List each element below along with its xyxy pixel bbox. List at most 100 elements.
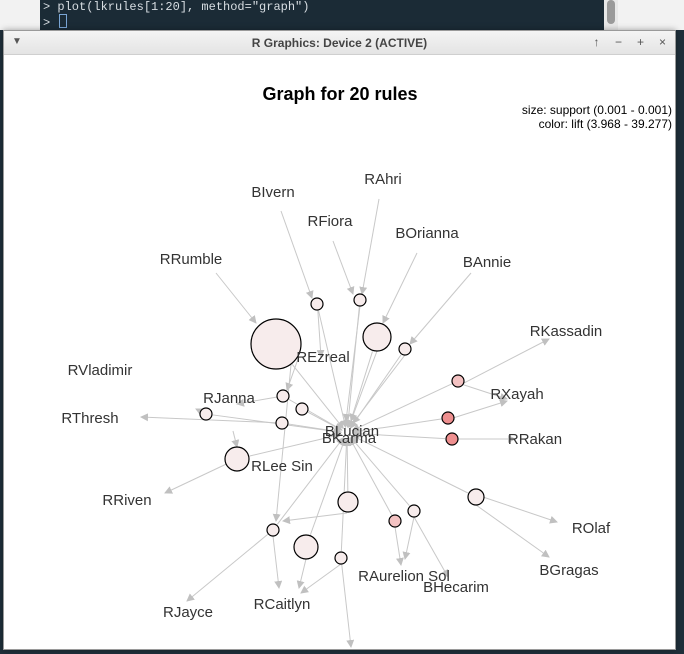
edge-to-hub (347, 351, 374, 429)
edge-to-hub (249, 432, 343, 457)
minimize-button[interactable]: − (614, 35, 622, 49)
edge-to-hub (343, 437, 352, 492)
raise-button[interactable]: ↑ (593, 35, 600, 49)
rule-edge (272, 535, 283, 589)
item-label: REzreal (296, 349, 349, 366)
rules-graph: Graph for 20 rules size: support (0.001 … (61, 84, 672, 648)
rule-node (199, 407, 213, 421)
rule-node (334, 551, 348, 565)
window-title: R Graphics: Device 2 (ACTIVE) (251, 36, 428, 50)
plot-area: Graph for 20 rules size: support (0.001 … (5, 55, 675, 649)
item-label: BAnnie (463, 254, 511, 271)
rule-edge (340, 557, 355, 648)
rule-node (337, 491, 359, 513)
rule-edge (296, 558, 307, 589)
rule-node (275, 416, 289, 430)
edge-to-hub (318, 310, 348, 429)
rule-node (266, 523, 280, 537)
legend-size: size: support (0.001 - 0.001) (522, 103, 672, 117)
rule-edge (352, 354, 406, 424)
rule-edge (413, 516, 449, 578)
rule-edge (342, 305, 361, 422)
rule-node (310, 297, 324, 311)
edge-to-hub (351, 383, 452, 432)
rule-edge (140, 413, 283, 424)
rule-edge (272, 364, 292, 522)
edge-to-hub (351, 435, 469, 494)
rule-edge (282, 512, 348, 525)
rule-edge (382, 252, 418, 324)
rule-edge (482, 496, 558, 524)
rule-edge (215, 272, 257, 324)
console-command-line: > plot(lkrules[1:20], method="graph") (43, 0, 310, 14)
edge-to-hub (351, 418, 442, 436)
console-scrollbar[interactable] (604, 0, 618, 30)
item-label: RXayah (490, 386, 543, 403)
edges-layer (140, 198, 558, 648)
console-prompt: > (43, 16, 58, 30)
window-menu-icon[interactable]: ▼ (12, 36, 22, 47)
rule-node (388, 514, 402, 528)
rule-edge (231, 430, 240, 448)
rule-node (451, 374, 465, 388)
edge-to-hub (350, 436, 410, 507)
close-button[interactable]: × (658, 35, 666, 49)
item-label: RJanna (203, 390, 255, 407)
console-left-gutter (0, 0, 40, 30)
item-label: ROlaf (572, 520, 611, 537)
center-item-label: BLucian (325, 423, 379, 440)
console-right-gutter (618, 0, 684, 30)
rule-node (398, 342, 412, 356)
scrollbar-thumb[interactable] (607, 0, 615, 24)
maximize-button[interactable]: + (636, 35, 644, 49)
rule-edge (452, 399, 508, 419)
rule-edge (394, 526, 404, 566)
edge-to-hub (309, 437, 347, 535)
rule-edge (186, 529, 274, 602)
item-label: RRiven (102, 492, 151, 509)
item-label: BGragas (539, 562, 598, 579)
rule-edge (402, 516, 415, 560)
legend-color: color: lift (3.968 - 39.277) (539, 117, 672, 131)
rule-node (276, 389, 290, 403)
item-label: BOrianna (395, 225, 459, 242)
edge-to-hub (276, 436, 344, 525)
edge-to-hub (351, 429, 446, 440)
item-label: RFiora (307, 213, 353, 230)
rule-node (467, 488, 485, 506)
item-label: RCaitlyn (254, 596, 311, 613)
item-label: RThresh (61, 410, 118, 427)
rule-node (224, 446, 250, 472)
item-label: RJayce (163, 604, 213, 621)
rule-edge (332, 240, 355, 295)
center-item-label: BKarma (322, 430, 377, 447)
rule-edge (236, 395, 284, 407)
window-titlebar[interactable]: ▼ R Graphics: Device 2 (ACTIVE) ↑ − + × (4, 31, 675, 55)
rule-edge (164, 458, 238, 494)
item-label: RKassadin (530, 323, 603, 340)
rule-node (445, 432, 459, 446)
item-label: RRumble (160, 251, 223, 268)
item-label: BHecarim (423, 579, 489, 596)
item-label: RVladimir (68, 362, 133, 379)
r-console: > plot(lkrules[1:20], method="graph") > (0, 0, 684, 30)
rule-edge (300, 563, 342, 594)
edge-to-hub (349, 437, 393, 516)
rule-node (407, 504, 421, 518)
rule-edge (409, 272, 472, 345)
console-prompt-line[interactable]: > (43, 14, 68, 30)
rule-node (362, 322, 392, 352)
rule-node (250, 318, 302, 370)
rule-node (441, 411, 455, 425)
item-label: BIvern (251, 184, 294, 201)
graphics-window: ▼ R Graphics: Device 2 (ACTIVE) ↑ − + × … (3, 30, 676, 650)
item-label: RRakan (508, 431, 562, 448)
nodes-layer (199, 293, 485, 565)
rule-node (295, 402, 309, 416)
rule-edge (463, 338, 550, 384)
text-cursor (59, 14, 68, 28)
item-label: RAhri (364, 171, 402, 188)
rule-node (293, 534, 319, 560)
edge-to-hub (291, 364, 344, 430)
